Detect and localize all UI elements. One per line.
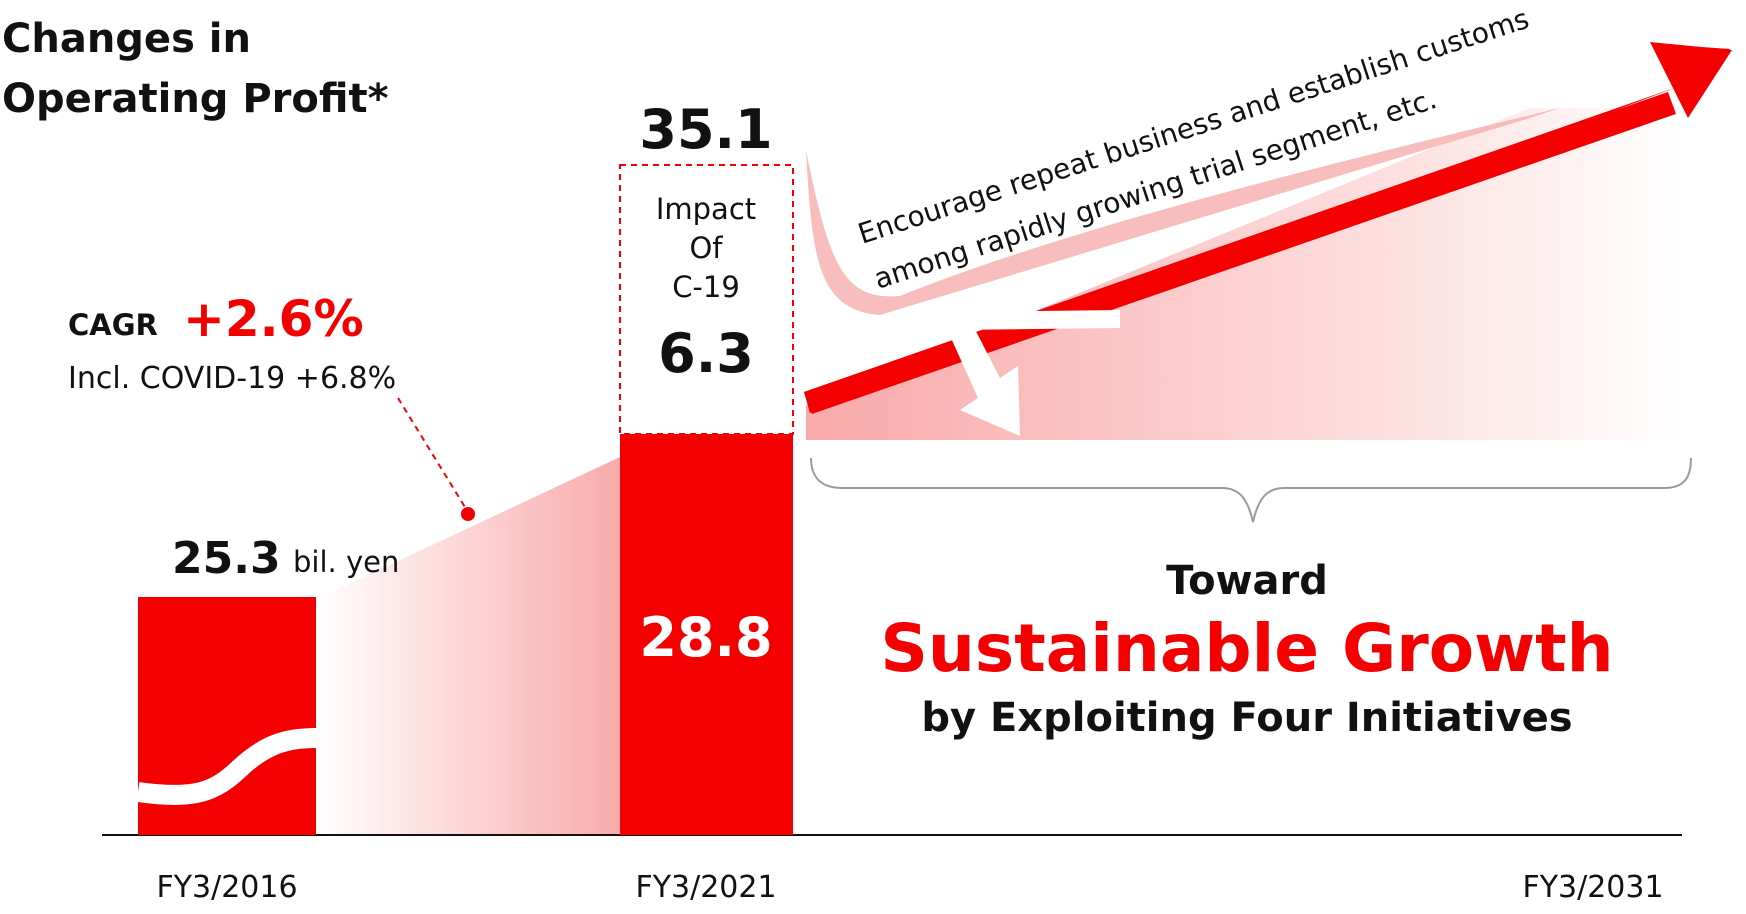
cagr-label: CAGR — [68, 308, 158, 342]
arrow-text-band — [806, 108, 1560, 315]
cagr-connector — [397, 397, 469, 513]
bar-fy2021 — [620, 434, 793, 835]
impact-value: 6.3 — [658, 322, 754, 385]
impact-label-2: Of — [689, 231, 723, 265]
value-label-fy2016: 25.3 — [172, 533, 281, 584]
down-arrow — [950, 310, 1120, 330]
x-tick-fy2031: FY3/2031 — [1522, 870, 1663, 905]
cagr-incl: Incl. COVID-19 +6.8% — [68, 361, 396, 396]
chart-title-line-1: Changes in — [2, 16, 251, 62]
range-brace — [810, 457, 1692, 523]
unit-label: bil. yen — [293, 545, 399, 579]
down-arrow-icon — [942, 306, 1020, 436]
growth-arrow-head — [1650, 42, 1732, 118]
impact-label-1: Impact — [656, 192, 756, 226]
x-tick-fy2021: FY3/2021 — [635, 870, 776, 905]
cagr-dot — [461, 507, 475, 521]
bar-fy2016-wave — [136, 728, 317, 805]
value-label-fy2021: 28.8 — [639, 606, 772, 669]
growth-arrow-shaft — [804, 92, 1676, 414]
impact-box — [619, 164, 794, 435]
goal-line-3: by Exploiting Four Initiatives — [921, 695, 1572, 741]
goal-line-2: Sustainable Growth — [880, 610, 1613, 687]
chart-title-line-2: Operating Profit* — [2, 76, 389, 122]
growth-area-right — [806, 108, 1682, 440]
impact-label-3: C-19 — [672, 270, 740, 304]
cagr-value: +2.6% — [183, 290, 364, 348]
x-tick-fy2016: FY3/2016 — [156, 870, 297, 905]
growth-area-left — [315, 457, 620, 835]
total-label-fy2021: 35.1 — [639, 98, 772, 161]
goal-line-1: Toward — [1166, 558, 1328, 604]
